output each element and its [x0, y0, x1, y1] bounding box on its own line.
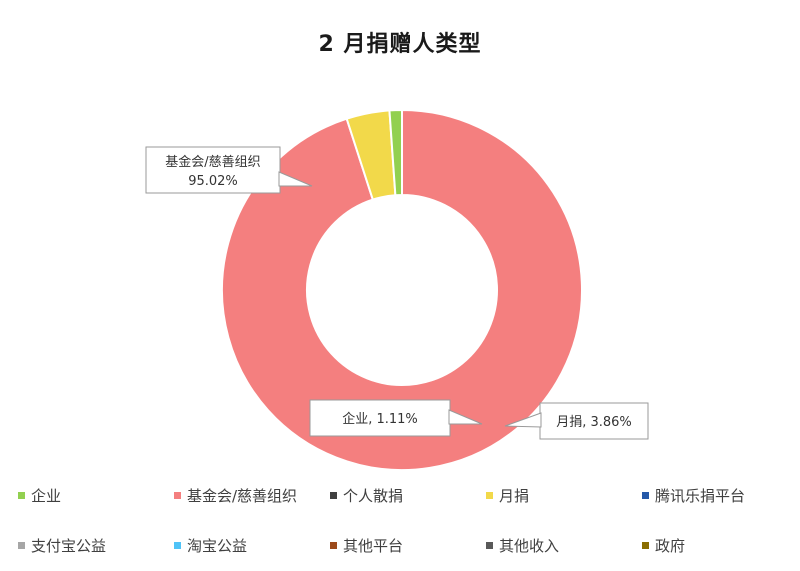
legend-swatch: [174, 541, 181, 549]
legend-swatch: [174, 491, 181, 499]
legend-label: 支付宝公益: [31, 536, 107, 555]
donut-slice-0: [388, 108, 403, 197]
legend-label: 企业: [31, 486, 62, 505]
data-label-name: 基金会/慈善组织: [165, 154, 260, 170]
legend-item: 政府: [642, 535, 798, 556]
legend-swatch: [486, 541, 493, 549]
data-label-callout: 基金会/慈善组织 95.02%: [145, 146, 313, 194]
legend-label: 其他平台: [343, 536, 404, 555]
legend-item: 企业: [18, 485, 174, 506]
legend-row: 支付宝公益 淘宝公益 其他平台 其他收入 政府: [18, 520, 798, 570]
donut-chart: 基金会/慈善组织 95.02% 企业, 1.11% 月捐, 3.86%: [145, 108, 649, 470]
data-label-pointer: [504, 412, 542, 428]
legend-item: 基金会/慈善组织: [174, 485, 330, 506]
data-label-box: [309, 399, 451, 437]
legend-swatch: [330, 541, 337, 549]
legend: 企业 基金会/慈善组织 个人散捐 月捐 腾讯乐捐平台 支付宝公益 淘宝公益 其他平台 其他收入…: [18, 470, 798, 570]
data-label-callout: 企业, 1.11%: [309, 399, 483, 437]
legend-swatch: [642, 491, 649, 499]
legend-label: 其他收入: [499, 536, 560, 555]
legend-item: 淘宝公益: [174, 535, 330, 556]
legend-label: 个人散捐: [343, 486, 404, 505]
legend-swatch: [18, 541, 25, 549]
legend-label: 政府: [655, 536, 686, 555]
legend-swatch: [642, 541, 649, 549]
data-label-text: 企业, 1.11%: [342, 411, 418, 427]
legend-label: 月捐: [499, 486, 530, 505]
data-label-callout: 月捐, 3.86%: [504, 402, 649, 440]
data-label-box: [145, 146, 281, 194]
legend-item: 个人散捐: [330, 485, 486, 506]
data-label-text: 月捐, 3.86%: [556, 415, 632, 430]
data-label-pointer: [278, 171, 313, 187]
legend-swatch: [330, 491, 337, 499]
data-label-value: 95.02%: [188, 174, 238, 189]
chart-title: 2 月捐赠人类型: [318, 32, 482, 57]
legend-item: 其他平台: [330, 535, 486, 556]
legend-item: 支付宝公益: [18, 535, 174, 556]
legend-swatch: [18, 491, 25, 499]
legend-item: 腾讯乐捐平台: [642, 485, 798, 506]
legend-item: 其他收入: [486, 535, 642, 556]
data-label-pointer: [448, 409, 483, 425]
legend-label: 腾讯乐捐平台: [655, 486, 746, 505]
donut-slice-1: [221, 108, 583, 470]
legend-row: 企业 基金会/慈善组织 个人散捐 月捐 腾讯乐捐平台: [18, 470, 798, 520]
legend-label: 基金会/慈善组织: [187, 486, 298, 505]
legend-item: 月捐: [486, 485, 642, 506]
legend-label: 淘宝公益: [187, 536, 248, 555]
legend-swatch: [486, 491, 493, 499]
